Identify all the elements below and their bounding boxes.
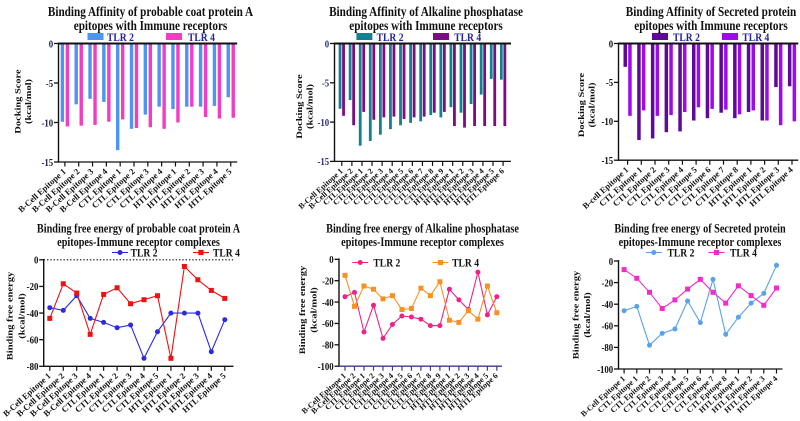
svg-text:-5: -5 (322, 78, 329, 90)
svg-text:-40: -40 (601, 299, 613, 311)
svg-text:epitopes with Immune receptors: epitopes with Immune receptors (634, 18, 788, 33)
svg-text:TLR 4: TLR 4 (452, 256, 479, 269)
svg-text:Binding free energy: Binding free energy (572, 271, 581, 360)
svg-text:TLR 2: TLR 2 (373, 256, 400, 269)
svg-text:epitopes-Immune receptor compl: epitopes-Immune receptor complexes (619, 235, 782, 249)
svg-text:0: 0 (49, 38, 53, 50)
svg-text:(kcal/mol): (kcal/mol) (310, 287, 320, 332)
svg-text:-40: -40 (27, 308, 39, 320)
svg-text:-100: -100 (597, 364, 613, 376)
svg-text:(kcal/mol): (kcal/mol) (306, 84, 316, 129)
svg-text:-10: -10 (317, 117, 329, 129)
svg-text:0: 0 (325, 38, 329, 50)
svg-text:TLR 4: TLR 4 (213, 246, 240, 259)
svg-text:0: 0 (609, 38, 613, 50)
svg-text:Binding free energy: Binding free energy (299, 266, 308, 355)
svg-text:epitopes with Immune receptors: epitopes with Immune receptors (349, 18, 503, 33)
svg-text:-60: -60 (601, 321, 613, 333)
svg-text:Docking Score: Docking Score (578, 73, 587, 137)
svg-text:0: 0 (609, 256, 613, 268)
svg-text:-20: -20 (601, 278, 613, 290)
svg-text:-60: -60 (27, 335, 39, 347)
svg-text:-60: -60 (322, 318, 334, 330)
svg-text:(kcal/mol): (kcal/mol) (24, 79, 34, 124)
svg-text:Binding Affinity of Secreted p: Binding Affinity of Secreted protein (626, 4, 796, 19)
svg-text:TLR 2: TLR 2 (107, 31, 134, 44)
svg-text:-20: -20 (322, 276, 334, 288)
svg-text:-80: -80 (601, 342, 613, 354)
svg-text:-10: -10 (601, 116, 613, 128)
svg-text:-40: -40 (322, 297, 334, 309)
svg-text:Binding free energy of Alkalin: Binding free energy of Alkaline phosphat… (326, 221, 519, 235)
svg-text:epitopes with Immune receptors: epitopes with Immune receptors (74, 18, 228, 33)
svg-text:TLR 2: TLR 2 (131, 246, 158, 259)
svg-text:Binding free energy: Binding free energy (6, 272, 15, 361)
svg-text:0: 0 (329, 254, 333, 266)
svg-text:-15: -15 (317, 156, 329, 168)
svg-text:(kcal/mol): (kcal/mol) (17, 293, 27, 338)
svg-text:Binding Affinity of probable c: Binding Affinity of probable coat protei… (48, 4, 254, 19)
svg-text:Docking Score: Docking Score (15, 69, 24, 133)
svg-text:TLR 4: TLR 4 (454, 31, 481, 44)
svg-text:TLR 2: TLR 2 (668, 246, 695, 259)
svg-text:-5: -5 (606, 77, 613, 89)
svg-text:-10: -10 (41, 117, 53, 129)
svg-text:-80: -80 (322, 340, 334, 352)
svg-text:(kcal/mol): (kcal/mol) (587, 82, 597, 127)
svg-text:Binding free energy of probabl: Binding free energy of probable coat pro… (37, 221, 241, 235)
svg-text:-15: -15 (601, 155, 613, 167)
svg-text:epitopes-Immune receptor compl: epitopes-Immune receptor complexes (341, 235, 504, 249)
svg-text:Binding free energy of Secrete: Binding free energy of Secreted protein (614, 221, 786, 235)
svg-text:TLR 4: TLR 4 (730, 246, 757, 259)
svg-text:-100: -100 (318, 361, 334, 373)
svg-text:0: 0 (34, 255, 38, 267)
svg-text:TLR 4: TLR 4 (188, 31, 215, 44)
svg-text:TLR 2: TLR 2 (673, 31, 700, 44)
svg-text:TLR 4: TLR 4 (742, 31, 769, 44)
svg-text:TLR 2: TLR 2 (377, 31, 404, 44)
svg-text:Binding Affinity of Alkaline p: Binding Affinity of Alkaline phosphatase (329, 4, 523, 19)
svg-text:-5: -5 (46, 78, 53, 90)
svg-text:epitopes-Immune receptor compl: epitopes-Immune receptor complexes (57, 235, 220, 249)
svg-text:-15: -15 (41, 157, 53, 169)
svg-text:(kcal/mol): (kcal/mol) (583, 292, 593, 337)
svg-text:Docking Score: Docking Score (296, 74, 305, 138)
svg-text:-80: -80 (27, 361, 39, 373)
svg-text:-20: -20 (27, 281, 39, 293)
